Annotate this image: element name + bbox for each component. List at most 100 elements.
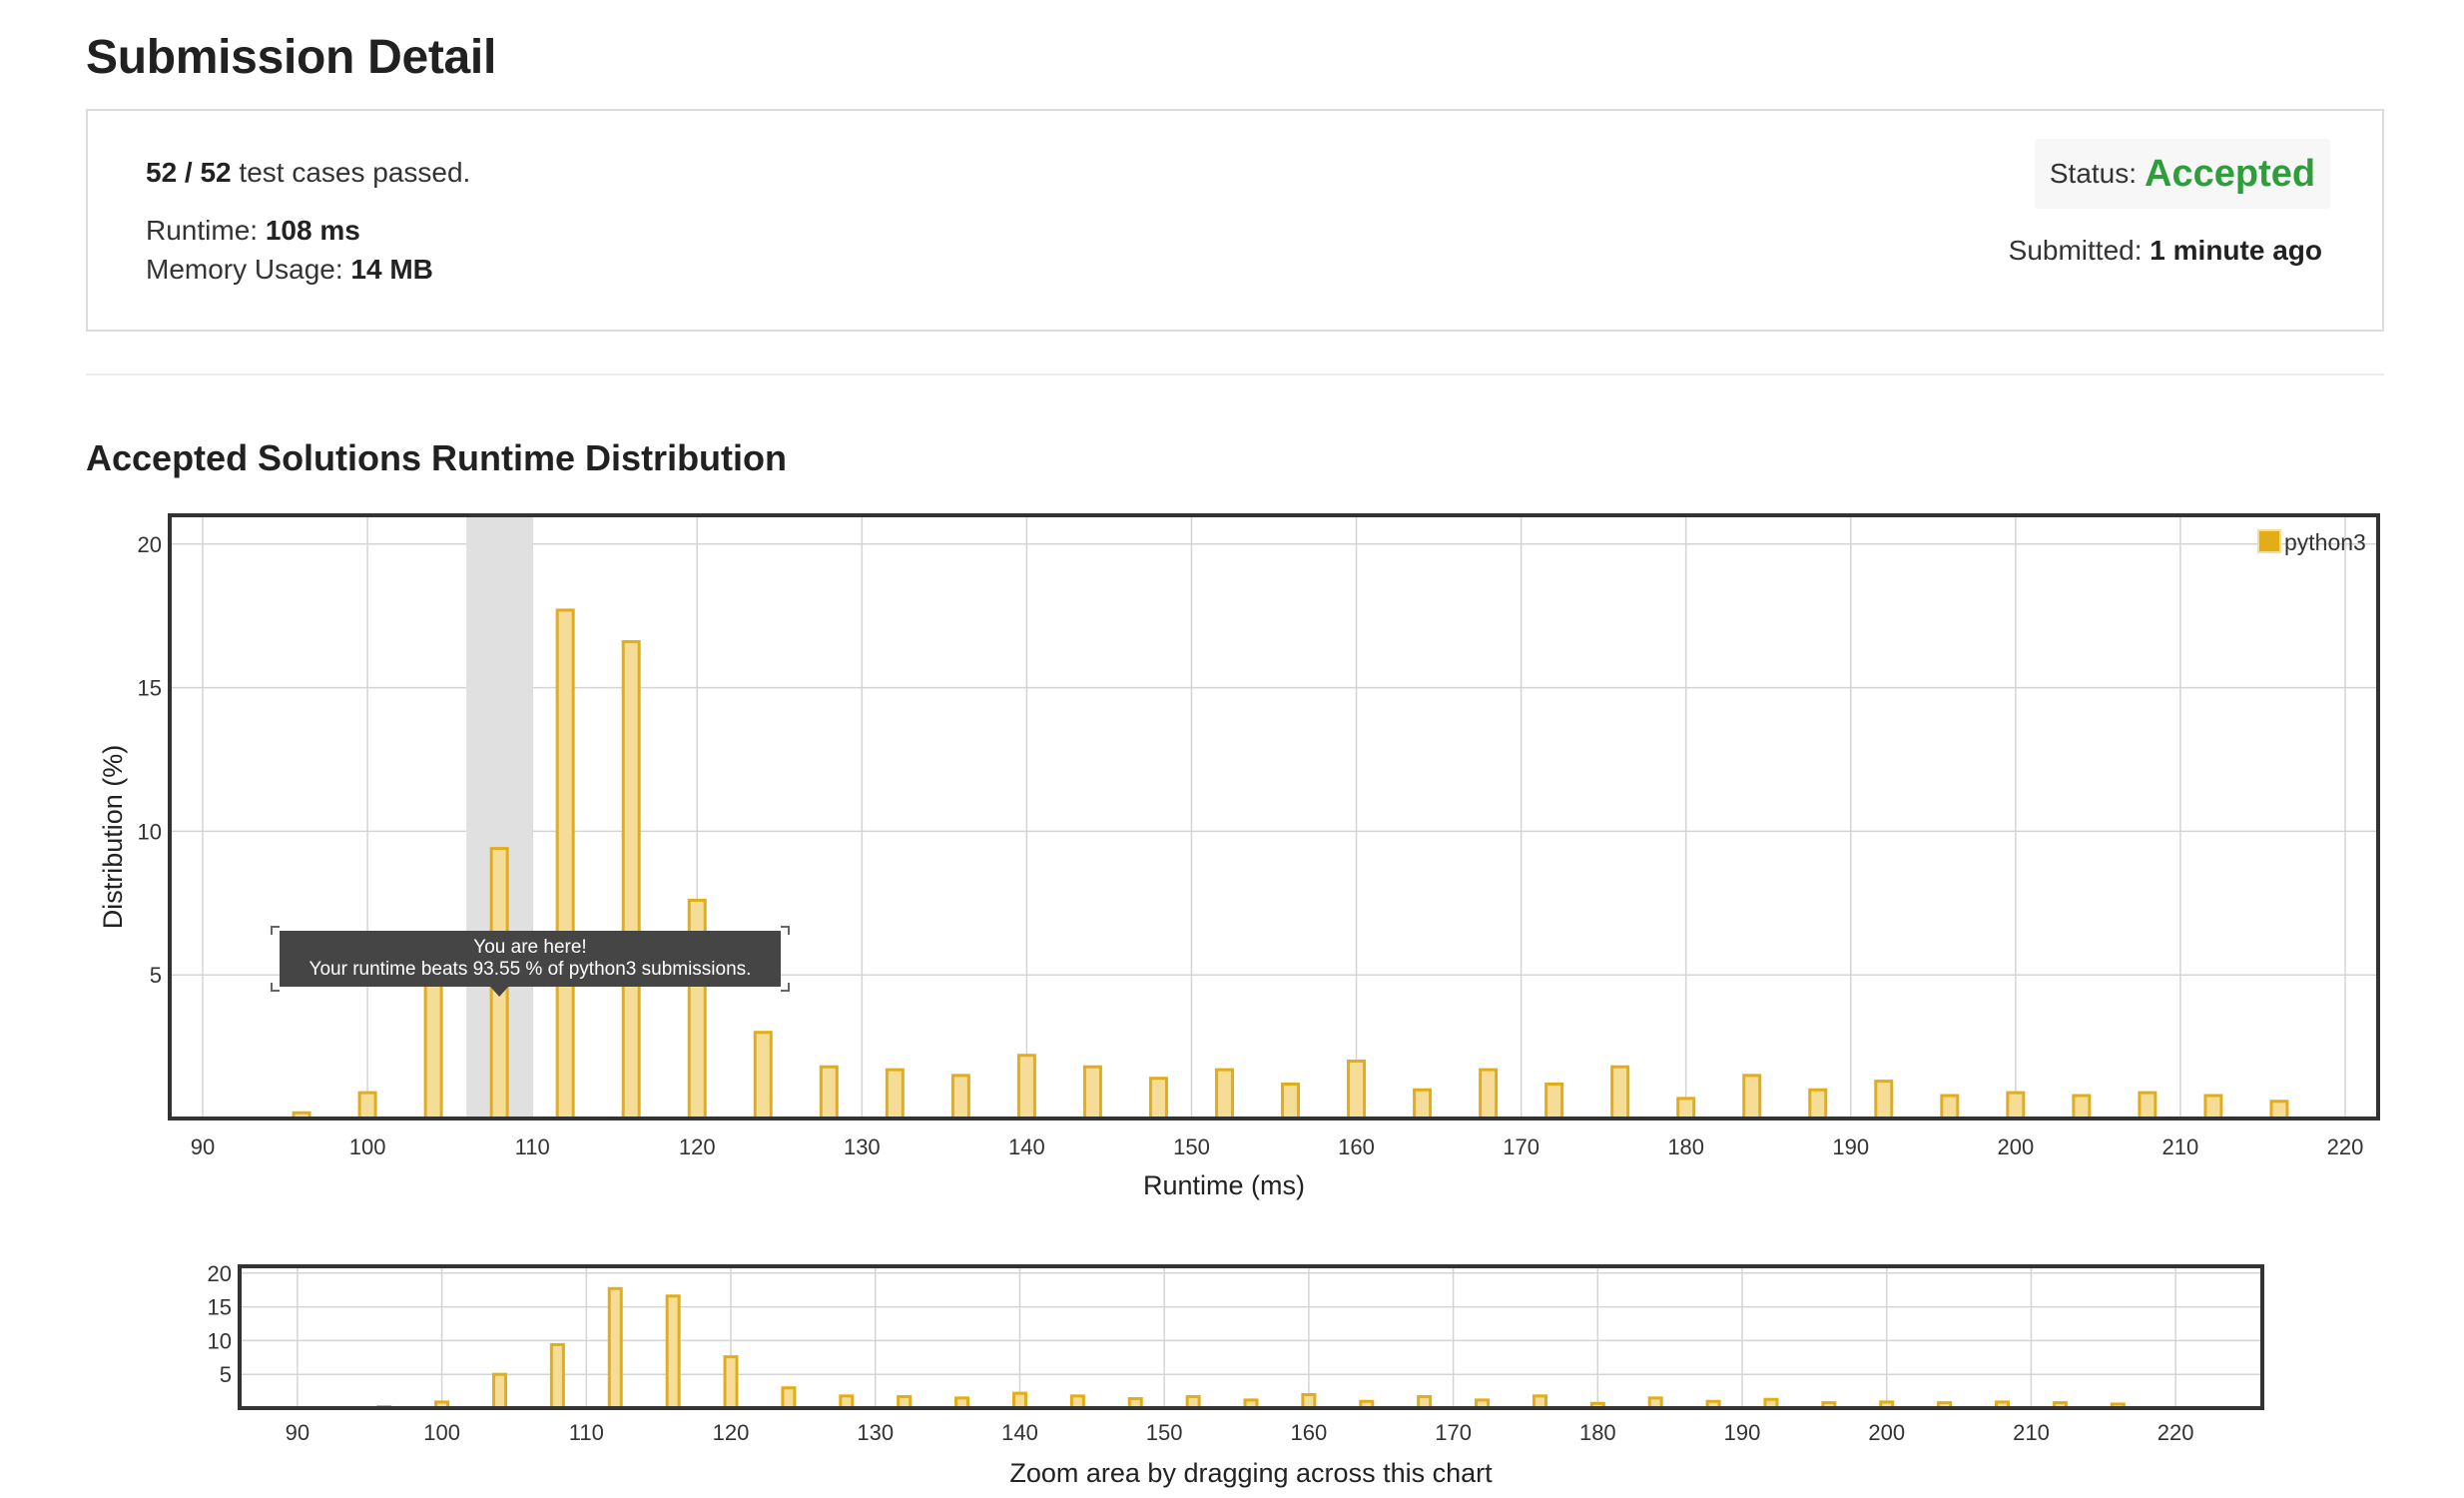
- tooltip-title: You are here!: [473, 937, 586, 958]
- legend-swatch: [2257, 529, 2281, 553]
- main-chart-frame: [168, 513, 2380, 1121]
- main-bar: [2072, 1094, 2092, 1121]
- page-title: Submission Detail: [86, 31, 496, 84]
- test-cases-count: 52 / 52: [146, 157, 232, 188]
- test-cases-label: test cases passed.: [231, 157, 471, 188]
- nav-x-tick-label: 200: [1868, 1420, 1905, 1445]
- main-x-tick-label: 160: [1338, 1134, 1375, 1159]
- main-chart-grid: [170, 515, 2378, 1119]
- submitted-line: Submitted: 1 minute ago: [2009, 235, 2322, 267]
- main-y-tick-label: 5: [150, 963, 162, 988]
- main-y-tick-label: 10: [138, 819, 162, 844]
- main-bar: [950, 1074, 970, 1121]
- status-box: Status: Accepted: [2035, 139, 2330, 209]
- x-axis-label: Runtime (ms): [1143, 1170, 1305, 1200]
- navigator-x-tick-labels: 90 100 110 120 130 140 150 160 170 180 190 200 210 22…: [286, 1420, 2194, 1445]
- runtime-value: 108 ms: [265, 215, 360, 246]
- main-bar: [2269, 1100, 2289, 1121]
- nav-x-tick-label: 100: [423, 1420, 460, 1445]
- nav-x-tick-label: 90: [286, 1420, 309, 1445]
- nav-y-tick-label: 5: [220, 1362, 232, 1387]
- nav-bar: [781, 1386, 797, 1410]
- main-x-tick-label: 110: [515, 1134, 550, 1159]
- nav-x-tick-label: 130: [857, 1420, 894, 1445]
- nav-bar: [665, 1294, 681, 1410]
- main-bar: [819, 1065, 839, 1121]
- navigator-y-tick-labels: 5 10 15 20: [208, 1261, 232, 1387]
- main-x-tick-label: 190: [1832, 1134, 1869, 1159]
- nav-bar: [1301, 1392, 1317, 1410]
- main-bar: [2203, 1094, 2223, 1121]
- main-x-tick-label: 180: [1667, 1134, 1704, 1159]
- main-bar: [885, 1068, 905, 1121]
- navigator-zoom-area[interactable]: [238, 1264, 2264, 1410]
- nav-bar: [549, 1342, 565, 1410]
- main-bar: [621, 640, 641, 1121]
- tooltip-background: [280, 931, 781, 987]
- main-bar: [1016, 1054, 1036, 1121]
- memory-value: 14 MB: [350, 254, 433, 285]
- nav-y-tick-label: 10: [208, 1328, 232, 1353]
- main-bar: [1148, 1077, 1168, 1121]
- main-x-tick-label: 220: [2327, 1134, 2364, 1159]
- main-x-tick-label: 140: [1008, 1134, 1045, 1159]
- runtime-tooltip: You are here! Your runtime beats 93.55 %…: [271, 926, 790, 997]
- main-bar: [1808, 1088, 1828, 1121]
- main-bar: [1214, 1068, 1234, 1121]
- submitted-value: 1 minute ago: [2150, 235, 2322, 266]
- status-label: Status:: [2049, 158, 2138, 189]
- main-bar: [1347, 1059, 1367, 1121]
- runtime-label: Runtime:: [146, 215, 266, 246]
- submitted-label: Submitted:: [2008, 235, 2151, 266]
- chart-legend[interactable]: python3: [2257, 529, 2366, 555]
- status-value[interactable]: Accepted: [2145, 152, 2316, 195]
- main-x-tick-label: 90: [191, 1134, 215, 1159]
- main-bar: [1874, 1080, 1894, 1121]
- main-x-tick-label: 200: [1997, 1134, 2034, 1159]
- main-bar: [1544, 1082, 1564, 1121]
- nav-x-tick-label: 190: [1724, 1420, 1761, 1445]
- nav-bar: [723, 1355, 739, 1410]
- runtime-line: Runtime: 108 ms: [146, 215, 360, 247]
- main-x-tick-label: 100: [349, 1134, 386, 1159]
- distribution-title: Accepted Solutions Runtime Distribution: [86, 437, 788, 478]
- memory-label: Memory Usage:: [146, 254, 351, 285]
- main-bar: [1413, 1088, 1433, 1121]
- main-x-tick-label: 170: [1503, 1134, 1540, 1159]
- main-bar: [423, 973, 443, 1121]
- nav-bar: [491, 1372, 507, 1410]
- tooltip-pointer: [490, 987, 509, 997]
- test-cases-line: 52 / 52 test cases passed.: [146, 157, 470, 189]
- main-y-tick-label: 15: [138, 676, 162, 701]
- legend-label-python3: python3: [2284, 529, 2366, 555]
- main-x-tick-label: 210: [2162, 1134, 2199, 1159]
- nav-y-tick-label: 15: [208, 1295, 232, 1320]
- main-bar: [555, 608, 575, 1121]
- y-axis-label: Distribution (%): [98, 745, 128, 930]
- nav-x-tick-label: 180: [1579, 1420, 1616, 1445]
- main-bar: [1742, 1074, 1762, 1121]
- main-x-tick-label: 150: [1173, 1134, 1210, 1159]
- nav-x-tick-label: 220: [2157, 1420, 2194, 1445]
- memory-line: Memory Usage: 14 MB: [146, 254, 433, 286]
- main-bar: [1479, 1068, 1499, 1121]
- main-bar: [753, 1031, 773, 1121]
- main-bar: [2138, 1091, 2157, 1121]
- nav-y-tick-label: 20: [208, 1261, 232, 1286]
- main-x-tick-labels: 90 100 110 120 130 140 150 160 170 180 190 200 210 22…: [191, 1134, 2364, 1159]
- main-bar: [1610, 1065, 1630, 1121]
- main-bar: [1940, 1094, 1960, 1121]
- nav-bar: [1011, 1391, 1027, 1410]
- main-y-tick-label: 20: [138, 532, 162, 557]
- nav-x-tick-label: 150: [1146, 1420, 1183, 1445]
- tooltip-corner-marks: [271, 926, 790, 992]
- nav-x-tick-label: 110: [569, 1420, 604, 1445]
- nav-x-tick-label: 210: [2013, 1420, 2050, 1445]
- main-bar: [1676, 1097, 1696, 1121]
- main-bar: [2006, 1091, 2026, 1121]
- nav-bar: [607, 1286, 623, 1410]
- section-divider: [86, 374, 2384, 375]
- nav-x-tick-label: 170: [1435, 1420, 1472, 1445]
- nav-x-tick-label: 120: [713, 1420, 750, 1445]
